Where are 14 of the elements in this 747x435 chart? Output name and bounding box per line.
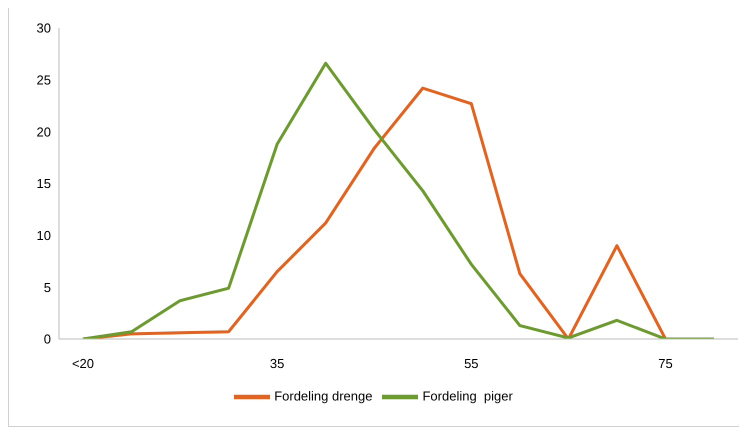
line-series [82, 62, 716, 339]
y-tick-label: 20 [36, 124, 51, 140]
legend-label: Fordeling piger [422, 388, 513, 404]
y-tick-label: 15 [36, 176, 51, 192]
y-tick-label: 5 [44, 280, 51, 295]
x-tick-label: 75 [658, 356, 673, 372]
y-tick-label: 0 [44, 332, 51, 347]
y-tick-label: 10 [36, 228, 51, 243]
y-tick-label: 25 [36, 72, 51, 88]
legend-label: Fordeling drenge [274, 388, 372, 404]
x-tick-label: 35 [270, 356, 284, 372]
y-tick-label: 30 [36, 20, 51, 36]
x-tick-label: 55 [464, 356, 479, 372]
x-tick-label: <20 [72, 356, 94, 372]
